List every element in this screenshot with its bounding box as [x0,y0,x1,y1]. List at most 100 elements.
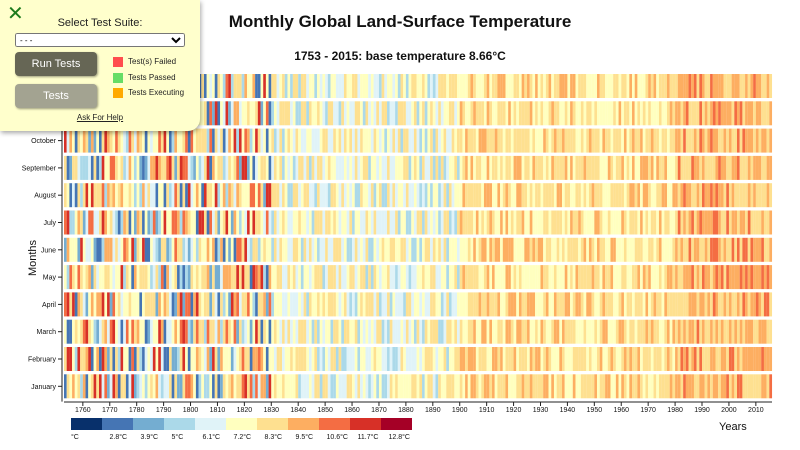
heatmap-cell [483,292,487,317]
heatmap-cell [416,210,420,235]
heatmap-cell [430,265,433,290]
heatmap-cell [238,319,242,344]
heatmap-cell [152,183,156,208]
heatmap-cell [583,319,587,344]
heatmap-cell [298,265,301,290]
heatmap-cell [761,101,764,126]
heatmap-cell [182,265,186,290]
heatmap-cell [287,74,291,98]
heatmap-cell [486,101,490,126]
heatmap-cell [273,237,277,262]
heatmap-cell [502,183,506,208]
heatmap-cell [443,374,447,399]
heatmap-cell [424,292,428,317]
heatmap-cell [360,210,363,235]
heatmap-cell [66,292,70,317]
heatmap-cell [508,155,511,180]
heatmap-cell [559,374,563,399]
heatmap-cell [459,237,463,262]
heatmap-cell [201,265,205,290]
heatmap-cell [475,183,479,208]
heatmap-cell [475,319,479,344]
heatmap-cell [133,265,137,290]
heatmap-cell [80,347,83,371]
heatmap-cell [343,265,347,290]
heatmap-cell [125,347,129,371]
heatmap-cell [513,183,517,208]
heatmap-cell [640,237,643,262]
run-tests-button[interactable]: Run Tests [15,52,97,76]
heatmap-cell [193,237,196,262]
heatmap-cell [642,74,646,98]
heatmap-cell [349,101,353,126]
heatmap-cell [761,74,764,98]
heatmap-cell [607,347,611,371]
tests-button[interactable]: Tests [15,84,97,108]
heatmap-cell [618,292,622,317]
heatmap-cell [174,128,178,153]
heatmap-cell [462,101,466,126]
heatmap-cell [257,292,261,317]
heatmap-cell [500,183,503,208]
heatmap-cell [362,347,366,371]
heatmap-cell [330,292,334,317]
heatmap-cell [432,374,436,399]
heatmap-cell [214,183,218,208]
y-tick-label: April [42,302,56,309]
heatmap-cell [217,292,221,317]
heatmap-cell [241,374,245,399]
heatmap-cell [190,210,194,235]
heatmap-cell [300,101,304,126]
heatmap-cell [680,265,684,290]
heatmap-cell [333,128,336,153]
heatmap-cell [335,347,339,371]
close-icon[interactable]: ✕ [7,1,24,25]
heatmap-cell [292,374,296,399]
heatmap-cell [131,347,135,371]
heatmap-cell [368,183,371,208]
legend-swatch [102,418,133,430]
heatmap-cell [370,292,374,317]
heatmap-cell [136,374,140,399]
heatmap-cell [680,374,684,399]
heatmap-cell [150,128,153,153]
heatmap-cell [540,101,544,126]
heatmap-cell [645,155,649,180]
heatmap-cell [723,210,727,235]
heatmap-cell [268,347,272,371]
heatmap-cell [696,155,700,180]
heatmap-cell [80,155,83,180]
heatmap-cell [125,265,129,290]
heatmap-cell [747,292,751,317]
heatmap-cell [667,101,670,126]
heatmap-cell [594,101,598,126]
heatmap-cell [548,183,552,208]
heatmap-cell [271,74,275,98]
heatmap-cell [435,101,439,126]
heatmap-cell [190,319,194,344]
heatmap-cell [761,292,764,317]
heatmap-cell [470,265,474,290]
heatmap-cell [303,347,307,371]
heatmap-cell [360,101,363,126]
test-suite-select[interactable]: - - - [15,33,185,47]
heatmap-cell [572,210,576,235]
heatmap-cell [322,347,326,371]
heatmap-cell [723,347,727,371]
heatmap-cell [718,265,721,290]
heatmap-cell [411,374,415,399]
heatmap-cell [295,265,299,290]
heatmap-cell [685,374,689,399]
heatmap-cell [731,74,735,98]
heatmap-cell [578,265,581,290]
heatmap-cell [77,183,81,208]
heatmap-cell [459,347,463,371]
heatmap-cell [470,183,474,208]
heatmap-cell [459,155,463,180]
ask-for-help-link[interactable]: Ask For Help [76,113,124,122]
heatmap-cell [753,292,756,317]
heatmap-cell [365,347,369,371]
heatmap-cell [77,128,81,153]
heatmap-cell [769,155,773,180]
heatmap-cell [543,128,546,153]
